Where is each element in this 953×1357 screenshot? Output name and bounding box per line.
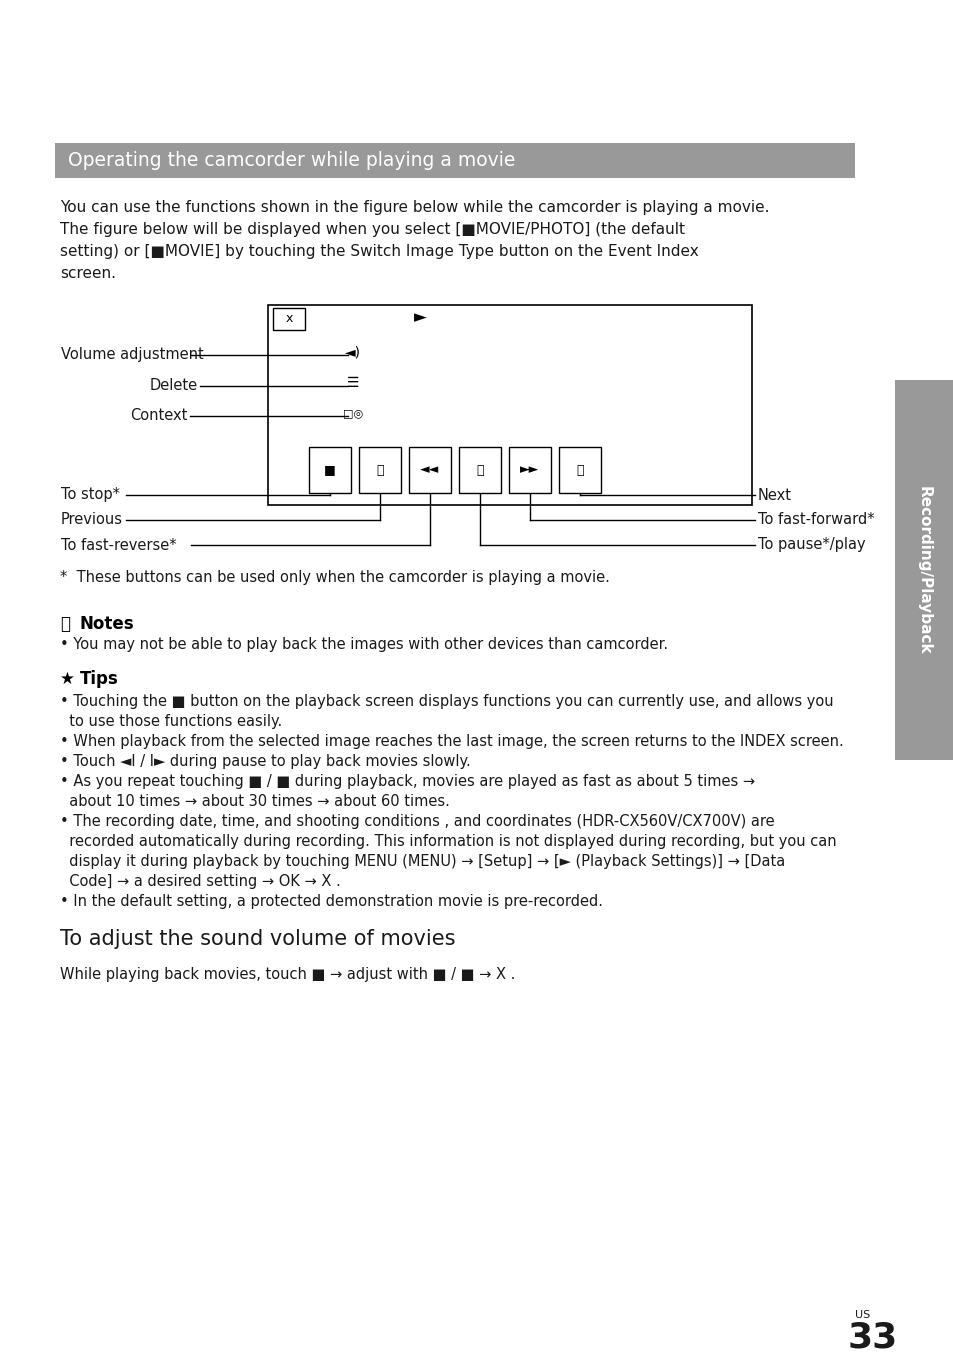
Text: US: US (854, 1310, 869, 1320)
Text: To adjust the sound volume of movies: To adjust the sound volume of movies (60, 930, 455, 949)
Text: Recording/Playback: Recording/Playback (916, 486, 931, 654)
Text: Notes: Notes (80, 615, 134, 632)
Text: To fast-reverse*: To fast-reverse* (61, 537, 176, 552)
Text: ►: ► (414, 308, 426, 326)
Text: about 10 times → about 30 times → about 60 times.: about 10 times → about 30 times → about … (60, 794, 450, 809)
Text: • As you repeat touching ■ / ■ during playback, movies are played as fast as abo: • As you repeat touching ■ / ■ during pl… (60, 773, 755, 788)
Text: ■: ■ (324, 464, 335, 476)
Text: ◄): ◄) (345, 345, 360, 360)
Text: • When playback from the selected image reaches the last image, the screen retur: • When playback from the selected image … (60, 734, 842, 749)
Text: To pause*/play: To pause*/play (758, 537, 864, 552)
Text: ⓘ: ⓘ (60, 615, 70, 632)
Text: Code] → a desired setting → OK → X .: Code] → a desired setting → OK → X . (60, 874, 340, 889)
Text: ⏭: ⏭ (576, 464, 583, 476)
Bar (458, 446, 500, 493)
Text: ⏮: ⏮ (375, 464, 383, 476)
Text: Volume adjustment: Volume adjustment (61, 347, 204, 362)
Bar (894, 380, 953, 760)
Text: Next: Next (758, 487, 791, 502)
Bar (273, 308, 305, 330)
Text: You can use the functions shown in the figure below while the camcorder is playi: You can use the functions shown in the f… (60, 199, 769, 214)
Text: ►►: ►► (519, 464, 539, 476)
Text: display it during playback by touching MENU (MENU) → [Setup] → [► (Playback Sett: display it during playback by touching M… (60, 854, 784, 868)
Bar (409, 446, 451, 493)
Text: ☰: ☰ (346, 376, 359, 389)
Text: • In the default setting, a protected demonstration movie is pre-recorded.: • In the default setting, a protected de… (60, 894, 602, 909)
Text: • The recording date, time, and shooting conditions , and coordinates (HDR-CX560: • The recording date, time, and shooting… (60, 814, 774, 829)
Text: Previous: Previous (61, 513, 123, 528)
Text: Delete: Delete (150, 379, 198, 394)
Text: setting) or [■MOVIE] by touching the Switch Image Type button on the Event Index: setting) or [■MOVIE] by touching the Swi… (60, 244, 698, 259)
Text: Context: Context (130, 408, 187, 423)
Text: • Touching the ■ button on the playback screen displays functions you can curren: • Touching the ■ button on the playback … (60, 693, 833, 708)
Text: ◄◄: ◄◄ (420, 464, 439, 476)
Text: • Touch ◄I / I► during pause to play back movies slowly.: • Touch ◄I / I► during pause to play bac… (60, 754, 470, 769)
Text: screen.: screen. (60, 266, 116, 281)
Text: recorded automatically during recording. This information is not displayed durin: recorded automatically during recording.… (60, 835, 836, 849)
Text: Tips: Tips (80, 670, 118, 688)
Text: To stop*: To stop* (61, 487, 120, 502)
Text: ★: ★ (60, 670, 74, 688)
Text: □◎: □◎ (342, 408, 363, 418)
Text: x: x (285, 312, 293, 326)
Bar (268, 305, 751, 505)
Text: While playing back movies, touch ■ → adjust with ■ / ■ → X .: While playing back movies, touch ■ → adj… (60, 968, 515, 982)
Text: ⏸: ⏸ (476, 464, 483, 476)
Text: 33: 33 (847, 1320, 898, 1354)
Text: Operating the camcorder while playing a movie: Operating the camcorder while playing a … (68, 151, 515, 170)
Bar (558, 446, 600, 493)
Text: • You may not be able to play back the images with other devices than camcorder.: • You may not be able to play back the i… (60, 636, 667, 651)
Bar (309, 446, 351, 493)
Text: *  These buttons can be used only when the camcorder is playing a movie.: * These buttons can be used only when th… (60, 570, 609, 585)
Text: To fast-forward*: To fast-forward* (758, 513, 874, 528)
Bar (509, 446, 551, 493)
Bar (358, 446, 400, 493)
Bar (55, 142, 854, 178)
Text: The figure below will be displayed when you select [■MOVIE/PHOTO] (the default: The figure below will be displayed when … (60, 223, 684, 237)
Text: to use those functions easily.: to use those functions easily. (60, 714, 282, 729)
